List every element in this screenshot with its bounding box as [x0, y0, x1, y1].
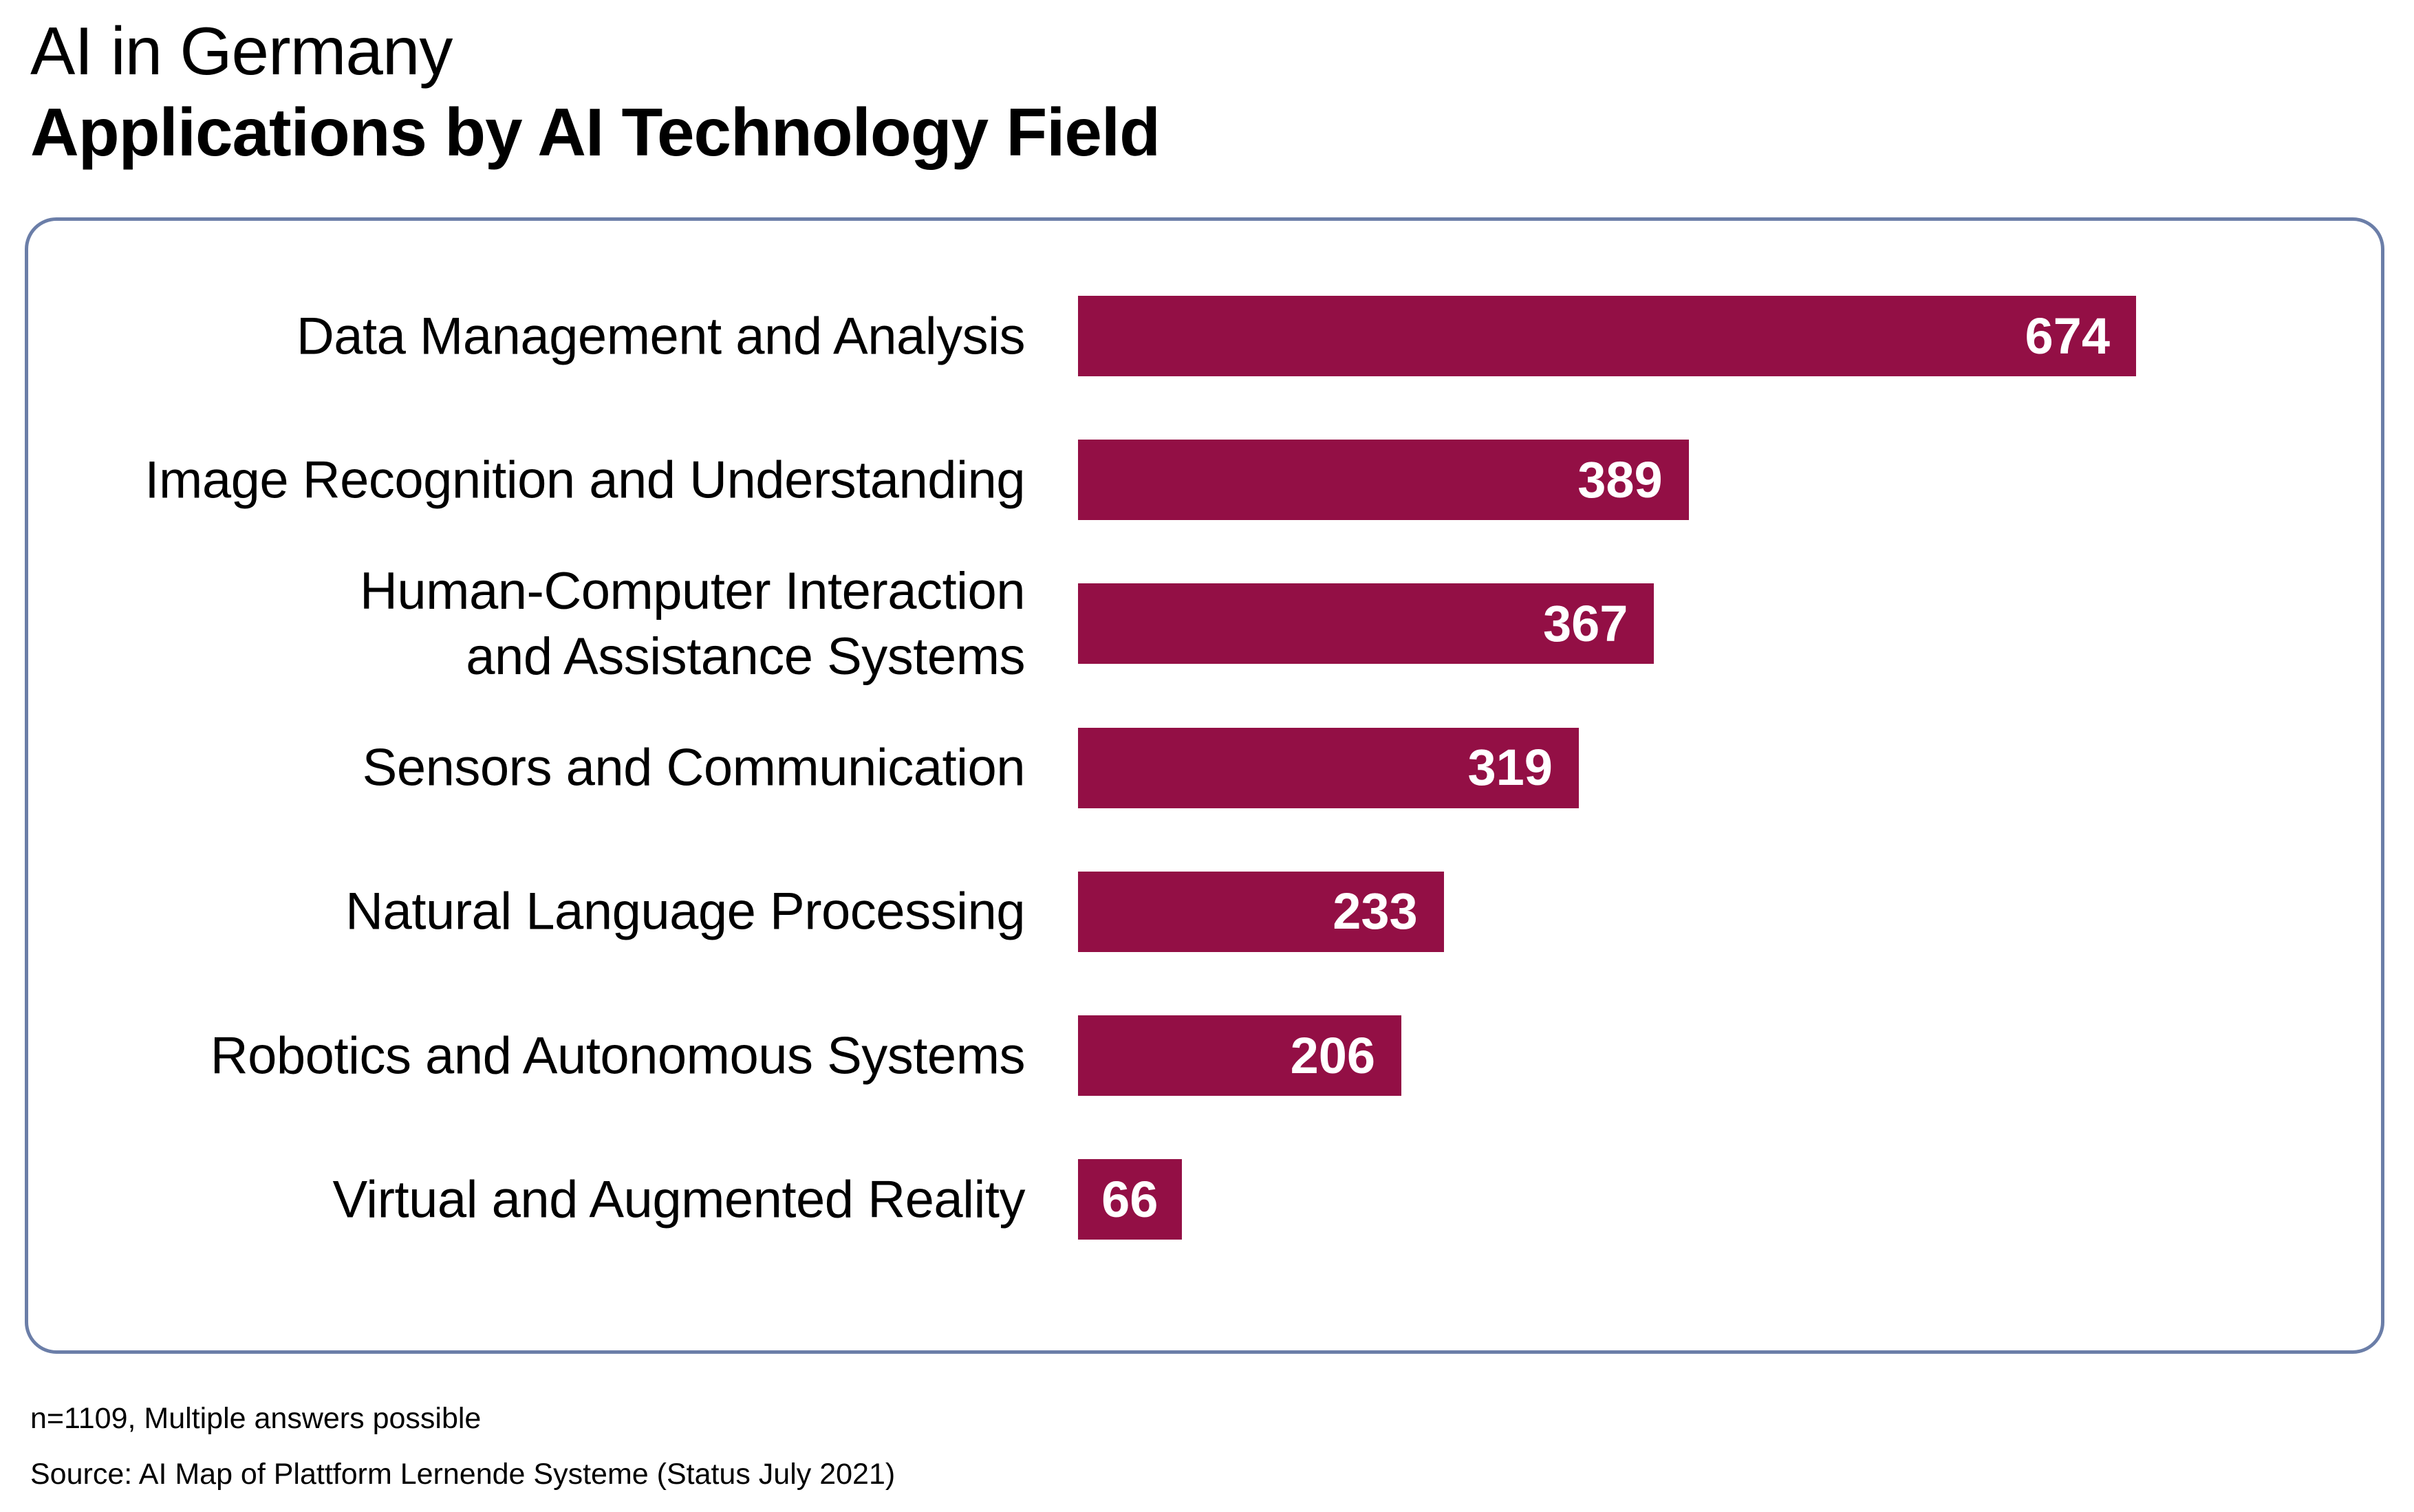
category-label: Human-Computer Interaction and Assistanc… — [360, 561, 1025, 686]
bar-value-label: 367 — [1542, 594, 1628, 652]
bar-value-label: 206 — [1290, 1026, 1376, 1084]
bar-row: Image Recognition and Understanding 389 — [0, 440, 2414, 521]
bar-row: Natural Language Processing 233 — [0, 871, 2414, 952]
bar-row: Data Management and Analysis 674 — [0, 296, 2414, 376]
category-label: Virtual and Augmented Reality — [332, 1170, 1025, 1229]
bar-value-label: 389 — [1577, 451, 1663, 508]
bar-value-label: 319 — [1467, 739, 1553, 797]
bar-value-label: 233 — [1333, 883, 1418, 940]
bar-row: Virtual and Augmented Reality 66 — [0, 1159, 2414, 1240]
bar: 66 — [1078, 1159, 1182, 1240]
category-label: Data Management and Analysis — [296, 307, 1026, 365]
chart-supertitle: AI in Germany — [30, 13, 453, 89]
bar-row: Sensors and Communication 319 — [0, 727, 2414, 808]
category-label: Image Recognition and Understanding — [144, 451, 1025, 510]
category-label: Sensors and Communication — [362, 738, 1026, 797]
bar: 233 — [1078, 871, 1444, 952]
bar: 389 — [1078, 440, 1689, 521]
category-label: Robotics and Autonomous Systems — [210, 1026, 1026, 1085]
bar: 367 — [1078, 583, 1655, 665]
bar-value-label: 674 — [2025, 307, 2110, 365]
bar-value-label: 66 — [1101, 1170, 1158, 1228]
category-label: Natural Language Processing — [345, 882, 1025, 941]
bar: 206 — [1078, 1015, 1402, 1096]
bar: 674 — [1078, 296, 2136, 376]
bar: 319 — [1078, 727, 1579, 808]
chart-title: Applications by AI Technology Field — [30, 94, 1161, 170]
chart-frame — [25, 217, 2384, 1354]
bar-row: Robotics and Autonomous Systems 206 — [0, 1015, 2414, 1096]
source-note: Source: AI Map of Plattform Lernende Sys… — [30, 1458, 896, 1491]
bar-row: Human-Computer Interaction and Assistanc… — [0, 562, 2414, 686]
sample-size-note: n=1109, Multiple answers possible — [30, 1402, 482, 1435]
